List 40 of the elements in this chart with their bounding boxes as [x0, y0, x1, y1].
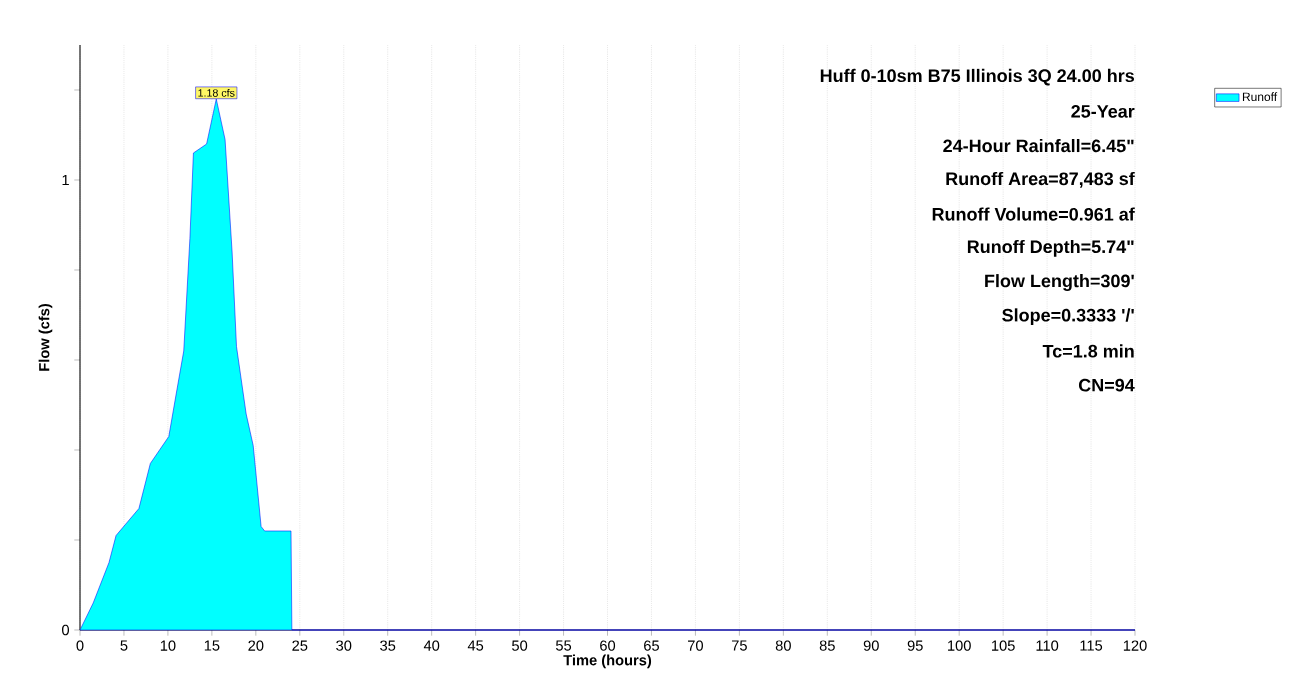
x-axis-title: Time (hours): [563, 654, 652, 669]
x-tick-label: 90: [863, 640, 879, 651]
annotation: Runoff Volume=0.961 af: [932, 207, 1135, 221]
x-tick-label: 120: [1123, 640, 1147, 651]
annotation: Huff 0-10sm B75 Illinois 3Q 24.00 hrs: [820, 68, 1135, 86]
x-tick-label: 20: [248, 640, 264, 651]
x-tick-label: 10: [160, 640, 176, 651]
x-tick-label: 15: [204, 640, 220, 651]
x-tick-label: 115: [1080, 640, 1103, 651]
y-tick-label: 1: [62, 174, 69, 186]
annotation: Runoff Area=87,483 sf: [946, 171, 1135, 188]
annotation: Flow Length=309': [985, 274, 1134, 291]
annotation: Runoff Depth=5.74": [967, 239, 1134, 257]
x-tick-label: 75: [731, 640, 747, 651]
x-tick-label: 45: [467, 640, 484, 651]
x-tick-label: 40: [423, 640, 440, 651]
annotation: 1.18 cfs: [198, 88, 235, 97]
y-axis-title: Flow (cfs): [38, 304, 53, 371]
x-tick-label: 85: [819, 640, 835, 651]
annotation: CN=94: [1078, 378, 1135, 392]
x-tick-label: 0: [76, 640, 84, 651]
x-tick-label: 95: [907, 640, 923, 651]
x-tick-label: 105: [992, 640, 1015, 651]
x-tick-label: 5: [120, 640, 128, 651]
x-tick-label: 55: [555, 640, 572, 651]
x-tick-label: 70: [688, 640, 703, 651]
x-tick-label: 100: [948, 640, 971, 651]
x-tick-label: 60: [600, 640, 616, 651]
annotation: 25-Year: [1071, 105, 1135, 118]
x-tick-label: 35: [380, 640, 396, 651]
x-tick-label: 80: [775, 640, 791, 651]
legend-label: Runoff: [1242, 92, 1278, 102]
x-tick-label: 110: [1036, 640, 1059, 651]
x-tick-label: 30: [336, 640, 352, 651]
annotation: Slope=0.3333 '/': [1002, 308, 1134, 326]
x-tick-label: 25: [292, 640, 308, 651]
x-tick-label: 65: [644, 640, 659, 651]
annotation: 24-Hour Rainfall=6.45": [943, 139, 1134, 153]
x-tick-label: 50: [512, 640, 528, 651]
annotation: Tc=1.8 min: [1042, 344, 1134, 358]
